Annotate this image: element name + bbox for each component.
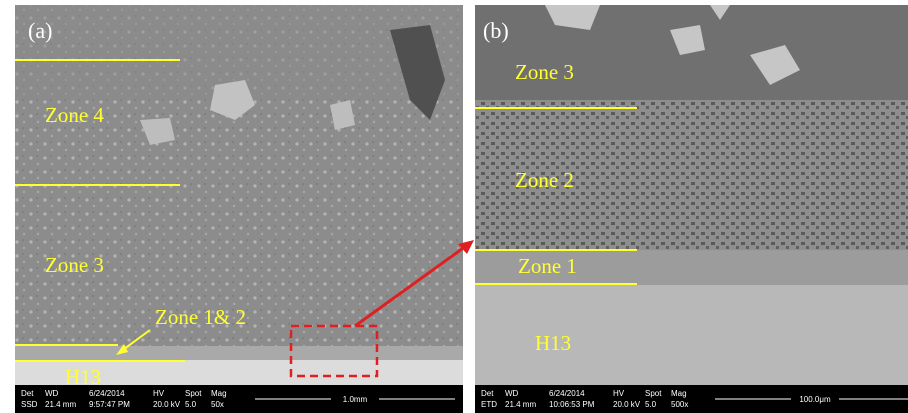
- zone-label: Zone 3: [45, 253, 104, 277]
- interface: [15, 346, 463, 360]
- info-text: 20.0 kV: [153, 400, 181, 409]
- zone-label: Zone 3: [515, 60, 574, 84]
- panel-label: (a): [28, 18, 52, 43]
- info-text: Det: [21, 389, 34, 398]
- info-text: Mag: [671, 389, 687, 398]
- info-text: 6/24/2014: [89, 389, 125, 398]
- info-text: Spot: [185, 389, 202, 398]
- zone-label: Zone 2: [515, 168, 574, 192]
- zone-label: Zone 4: [45, 103, 104, 127]
- zone-label: Zone 1& 2: [155, 305, 246, 329]
- info-text: 20.0 kV: [613, 400, 641, 409]
- info-text: SSD: [21, 400, 38, 409]
- info-text: 9:57:47 PM: [89, 400, 130, 409]
- info-text: 50x: [211, 400, 224, 409]
- micrograph: [475, 5, 908, 105]
- info-text: 500x: [671, 400, 688, 409]
- info-text: Spot: [645, 389, 662, 398]
- info-text: 5.0: [185, 400, 197, 409]
- scale-label: 1.0mm: [343, 395, 368, 404]
- info-text: 21.4 mm: [45, 400, 76, 409]
- zone-label: Zone 1: [518, 254, 577, 278]
- figure: (a) Zone 4 Zone 3 Zone 1& 2 H13 (b) Zone…: [0, 0, 908, 413]
- info-text: 21.4 mm: [505, 400, 536, 409]
- panel-label: (b): [483, 18, 509, 43]
- scale-label: 100.0μm: [799, 395, 831, 404]
- info-text: HV: [613, 389, 625, 398]
- info-text: 10:06:53 PM: [549, 400, 595, 409]
- panel-b: (b) Zone 3 Zone 2 Zone 1 H13: [475, 5, 908, 413]
- info-text: WD: [45, 389, 59, 398]
- info-text: Mag: [211, 389, 227, 398]
- panel-a: (a) Zone 4 Zone 3 Zone 1& 2 H13: [15, 5, 463, 413]
- zone-label: H13: [535, 331, 571, 355]
- info-text: Det: [481, 389, 494, 398]
- info-text: HV: [153, 389, 165, 398]
- info-text: 6/24/2014: [549, 389, 585, 398]
- info-text: 5.0: [645, 400, 657, 409]
- info-text: ETD: [481, 400, 497, 409]
- info-text: WD: [505, 389, 519, 398]
